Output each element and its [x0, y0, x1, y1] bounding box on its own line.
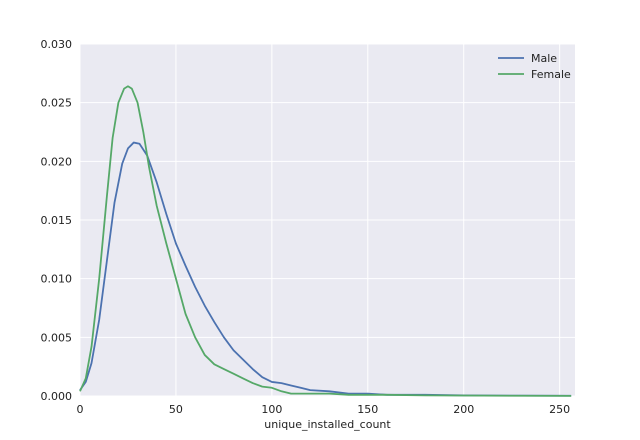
- legend-label-male: Male: [531, 52, 557, 65]
- y-axis-ticks: 0.000 0.005 0.010 0.015 0.020 0.025 0.030: [41, 38, 73, 403]
- series-line-male: [79, 141, 572, 397]
- x-tick-label: 100: [261, 403, 282, 416]
- y-tick-label: 0.025: [41, 97, 73, 110]
- y-tick-label: 0.000: [41, 390, 73, 403]
- y-tick-label: 0.015: [41, 214, 73, 227]
- y-tick-label: 0.030: [41, 38, 73, 51]
- x-tick-label: 250: [549, 403, 570, 416]
- y-tick-label: 0.005: [41, 331, 73, 344]
- grid-lines: [79, 43, 575, 397]
- y-tick-label: 0.010: [41, 273, 73, 286]
- series-layer: [79, 85, 572, 397]
- series-line-female: [79, 85, 572, 397]
- legend: Male Female: [498, 52, 571, 81]
- x-tick-label: 200: [453, 403, 474, 416]
- x-tick-label: 50: [169, 403, 183, 416]
- x-tick-label: 0: [77, 403, 84, 416]
- x-axis-label: unique_installed_count: [264, 418, 391, 431]
- x-tick-label: 150: [357, 403, 378, 416]
- y-tick-label: 0.020: [41, 155, 73, 168]
- legend-label-female: Female: [531, 68, 571, 81]
- x-axis-ticks: 0 50 100 150 200 250: [77, 403, 571, 416]
